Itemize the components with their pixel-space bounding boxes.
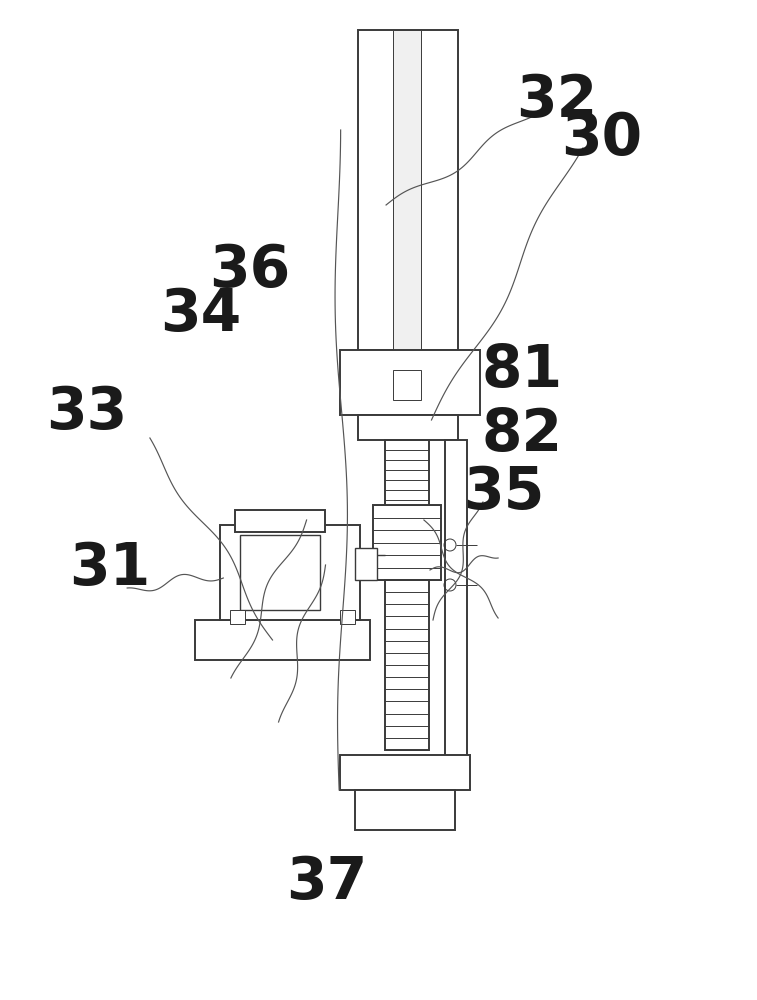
Bar bbox=[393, 30, 421, 400]
Text: 36: 36 bbox=[209, 241, 291, 298]
Bar bbox=[340, 610, 355, 624]
Bar bbox=[340, 350, 480, 415]
Bar bbox=[240, 535, 320, 610]
Text: 33: 33 bbox=[46, 383, 128, 440]
Text: 81: 81 bbox=[481, 342, 563, 398]
Text: 30: 30 bbox=[561, 109, 643, 166]
Bar bbox=[373, 505, 441, 580]
Bar bbox=[358, 415, 458, 440]
Bar bbox=[230, 610, 245, 624]
Bar bbox=[220, 525, 360, 620]
Bar bbox=[385, 440, 429, 510]
Bar bbox=[355, 548, 377, 580]
Bar bbox=[385, 580, 429, 750]
Bar bbox=[445, 440, 467, 770]
Bar bbox=[355, 790, 455, 830]
Text: 35: 35 bbox=[463, 464, 544, 520]
Text: 31: 31 bbox=[69, 540, 151, 596]
Bar bbox=[393, 370, 421, 400]
Text: 82: 82 bbox=[481, 406, 563, 464]
Text: 32: 32 bbox=[516, 72, 597, 128]
Bar bbox=[195, 620, 370, 660]
Bar bbox=[235, 510, 325, 532]
Bar bbox=[358, 30, 458, 350]
Text: 34: 34 bbox=[160, 286, 241, 344]
Bar bbox=[340, 755, 470, 790]
Text: 37: 37 bbox=[286, 854, 368, 910]
